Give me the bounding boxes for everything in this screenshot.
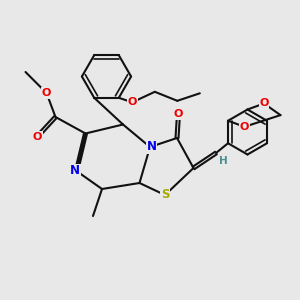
Text: O: O (174, 109, 183, 119)
Text: O: O (33, 131, 42, 142)
Text: O: O (259, 98, 269, 109)
Text: N: N (146, 140, 157, 154)
Text: O: O (128, 97, 137, 107)
Text: O: O (42, 88, 51, 98)
Text: H: H (219, 156, 228, 167)
Text: O: O (240, 122, 249, 132)
Text: N: N (70, 164, 80, 178)
Text: S: S (161, 188, 169, 202)
